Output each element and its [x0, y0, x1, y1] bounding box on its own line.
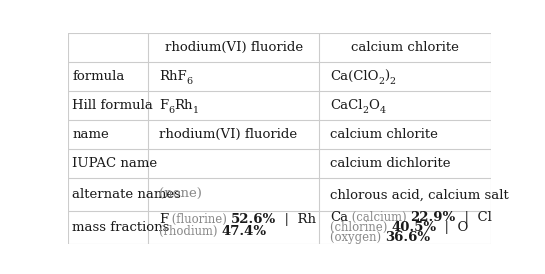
Text: Ca: Ca: [330, 210, 348, 224]
Text: calcium chlorite: calcium chlorite: [351, 41, 459, 54]
Text: calcium dichlorite: calcium dichlorite: [330, 157, 451, 170]
Text: mass fractions: mass fractions: [72, 221, 169, 234]
Text: (calcium): (calcium): [348, 210, 410, 224]
Text: formula: formula: [72, 70, 125, 83]
Text: 22.9%: 22.9%: [410, 210, 456, 224]
Text: F: F: [159, 213, 168, 226]
Text: 2: 2: [390, 77, 396, 86]
Text: O: O: [368, 99, 379, 112]
Text: rhodium(VI) fluoride: rhodium(VI) fluoride: [165, 41, 303, 54]
Text: Rh: Rh: [174, 99, 193, 112]
Text: (oxygen): (oxygen): [330, 231, 385, 244]
Text: calcium chlorite: calcium chlorite: [330, 128, 438, 141]
Text: (fluorine): (fluorine): [168, 213, 231, 226]
Text: Ca(ClO: Ca(ClO: [330, 70, 378, 83]
Text: 2: 2: [378, 77, 384, 86]
Text: rhodium(VI) fluoride: rhodium(VI) fluoride: [159, 128, 297, 141]
Text: CaCl: CaCl: [330, 99, 362, 112]
Text: 2: 2: [362, 106, 368, 115]
Text: RhF: RhF: [159, 70, 186, 83]
Text: (chlorine): (chlorine): [330, 221, 391, 234]
Text: |  Cl: | Cl: [456, 210, 492, 224]
Text: 47.4%: 47.4%: [221, 225, 267, 238]
Text: 52.6%: 52.6%: [231, 213, 276, 226]
Text: (rhodium): (rhodium): [159, 225, 221, 238]
Text: 6: 6: [168, 106, 174, 115]
Text: 4: 4: [379, 106, 385, 115]
Text: 36.6%: 36.6%: [385, 231, 430, 244]
Text: |  O: | O: [436, 221, 469, 234]
Text: Hill formula: Hill formula: [72, 99, 153, 112]
Text: 1: 1: [193, 106, 199, 115]
Text: IUPAC name: IUPAC name: [72, 157, 158, 170]
Text: alternate names: alternate names: [72, 188, 181, 201]
Text: chlorous acid, calcium salt: chlorous acid, calcium salt: [330, 188, 508, 201]
Text: ): ): [385, 70, 390, 83]
Text: (none): (none): [159, 188, 202, 201]
Text: 40.5%: 40.5%: [391, 221, 436, 234]
Text: |  Rh: | Rh: [276, 213, 316, 226]
Text: name: name: [72, 128, 109, 141]
Text: 6: 6: [186, 77, 193, 86]
Text: F: F: [159, 99, 168, 112]
